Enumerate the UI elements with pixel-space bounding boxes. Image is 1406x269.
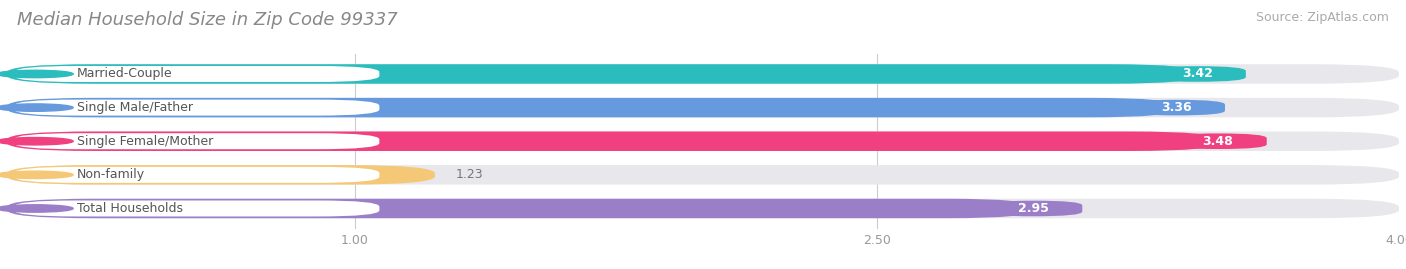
FancyBboxPatch shape: [1149, 66, 1246, 82]
Text: Source: ZipAtlas.com: Source: ZipAtlas.com: [1256, 11, 1389, 24]
Text: Single Female/Mother: Single Female/Mother: [77, 135, 212, 148]
Text: Total Households: Total Households: [77, 202, 183, 215]
Circle shape: [0, 137, 73, 145]
Circle shape: [0, 171, 73, 179]
FancyBboxPatch shape: [7, 132, 1399, 151]
Text: 1.23: 1.23: [456, 168, 484, 181]
Circle shape: [0, 205, 73, 212]
FancyBboxPatch shape: [14, 133, 380, 149]
Text: 2.95: 2.95: [1018, 202, 1049, 215]
Text: Median Household Size in Zip Code 99337: Median Household Size in Zip Code 99337: [17, 11, 398, 29]
FancyBboxPatch shape: [7, 165, 434, 185]
FancyBboxPatch shape: [984, 201, 1083, 216]
FancyBboxPatch shape: [14, 100, 380, 116]
Text: Married-Couple: Married-Couple: [77, 68, 173, 80]
FancyBboxPatch shape: [1128, 100, 1225, 115]
FancyBboxPatch shape: [7, 132, 1218, 151]
FancyBboxPatch shape: [7, 64, 1399, 84]
FancyBboxPatch shape: [7, 199, 1033, 218]
FancyBboxPatch shape: [14, 200, 380, 217]
Text: Single Male/Father: Single Male/Father: [77, 101, 193, 114]
Text: 3.48: 3.48: [1202, 135, 1233, 148]
FancyBboxPatch shape: [7, 165, 1399, 185]
Circle shape: [0, 104, 73, 111]
FancyBboxPatch shape: [7, 98, 1177, 117]
FancyBboxPatch shape: [7, 199, 1399, 218]
Text: 3.36: 3.36: [1161, 101, 1191, 114]
FancyBboxPatch shape: [14, 66, 380, 82]
FancyBboxPatch shape: [14, 167, 380, 183]
Text: Non-family: Non-family: [77, 168, 145, 181]
Circle shape: [0, 70, 73, 78]
FancyBboxPatch shape: [7, 98, 1399, 117]
Text: 3.42: 3.42: [1181, 68, 1212, 80]
FancyBboxPatch shape: [1170, 133, 1267, 149]
FancyBboxPatch shape: [7, 64, 1197, 84]
